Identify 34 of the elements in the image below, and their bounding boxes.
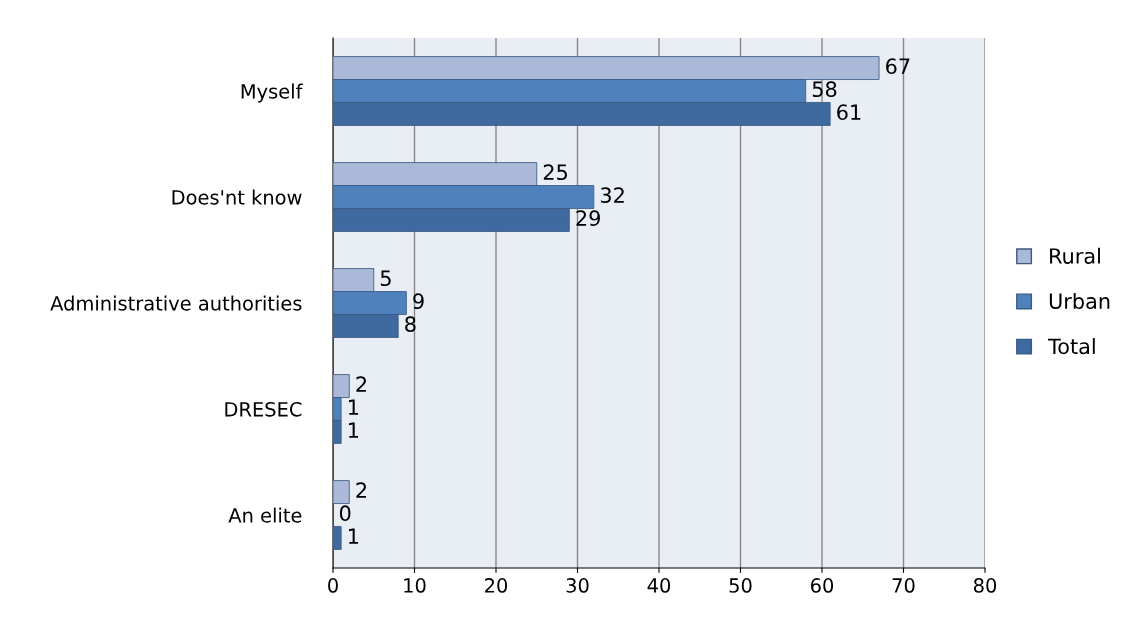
x-tick-label: 70: [892, 578, 915, 593]
x-tick-label: 40: [647, 578, 671, 593]
data-label: 2: [356, 376, 367, 392]
x-tick-label: 60: [810, 578, 834, 593]
data-label: 25: [543, 164, 567, 181]
y-tick-label: An elite: [228, 507, 302, 523]
data-label: 29: [576, 210, 600, 227]
data-label: 5: [380, 270, 391, 287]
bar: [333, 526, 342, 550]
x-tick-label: 80: [973, 578, 997, 593]
x-tick-label: 0: [328, 578, 338, 593]
data-label: 8: [405, 316, 416, 333]
data-label: 61: [837, 104, 861, 121]
data-label: 0: [339, 505, 351, 522]
data-label: 58: [812, 81, 837, 98]
data-label: 2: [356, 482, 367, 498]
y-tick-label: Does'nt know: [172, 189, 302, 205]
data-label: 1: [348, 399, 359, 415]
data-label: 1: [348, 528, 359, 544]
data-label: 9: [413, 293, 424, 310]
x-tick-label: 10: [404, 578, 426, 593]
data-label: 32: [600, 187, 624, 204]
x-tick-label: 30: [566, 578, 589, 593]
legend-label: Total: [1047, 338, 1095, 355]
y-tick-label: Administrative authorities: [50, 295, 302, 311]
y-tick-label: DRESEC: [225, 401, 302, 417]
bar: [333, 480, 350, 504]
legend-label: Urban: [1049, 292, 1110, 310]
x-tick-label: 50: [729, 578, 752, 593]
data-label: 67: [886, 58, 910, 75]
data-label: 1: [348, 422, 359, 438]
legend-label: Rural: [1050, 247, 1100, 264]
x-tick-label: 20: [485, 578, 508, 593]
y-tick-label: Myself: [241, 83, 303, 103]
